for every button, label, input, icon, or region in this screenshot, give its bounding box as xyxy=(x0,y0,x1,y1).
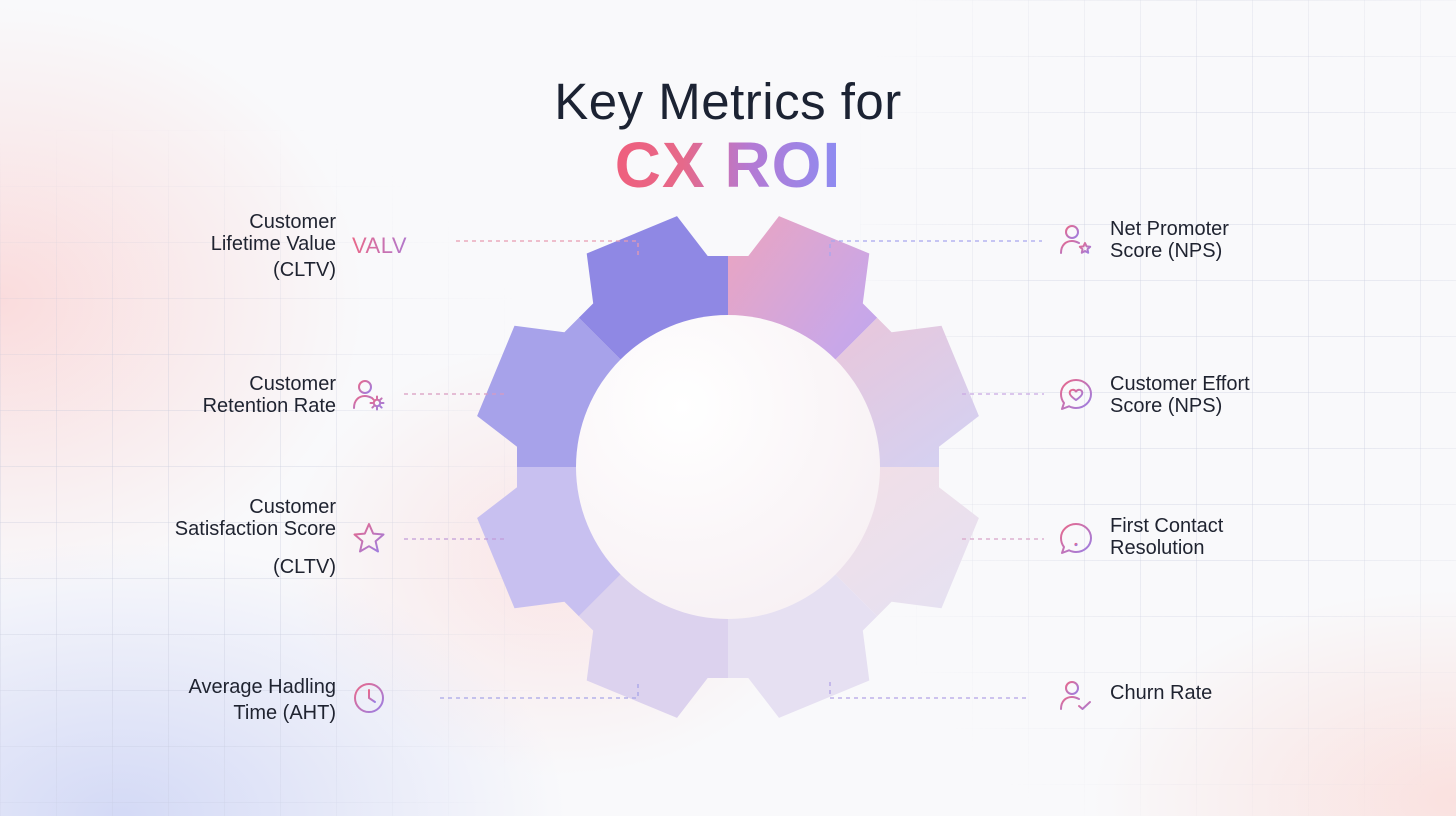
label-line: Lifetime Value xyxy=(210,233,336,255)
page-subtitle: CX ROI xyxy=(0,130,1456,200)
gear-segment xyxy=(515,467,728,718)
label-line: Net Promoter xyxy=(1110,218,1229,240)
label-line: Customer xyxy=(249,373,336,395)
star-icon xyxy=(351,521,387,557)
label-net-promoter-score: Net Promoter Score (NPS) xyxy=(1110,218,1229,262)
label-line: Score (NPS) xyxy=(1110,395,1223,417)
label-line: Average Hadling xyxy=(188,676,336,698)
gear-segment xyxy=(477,467,728,680)
label-line: Customer xyxy=(249,211,336,233)
user-star-icon xyxy=(1058,222,1094,258)
subtitle-text: CX ROI xyxy=(614,129,842,201)
label-line: Satisfaction Score xyxy=(174,518,336,540)
connector-line-aht xyxy=(440,682,639,699)
alert-chat-icon xyxy=(1058,521,1094,557)
user-gear-icon xyxy=(351,377,387,413)
label-first-contact-resolution: First Contact Resolution xyxy=(1110,515,1223,559)
label-line: Time (AHT) xyxy=(233,702,336,724)
label-customer-effort-score: Customer Effort Score (NPS) xyxy=(1110,373,1250,417)
valve-wordmark-sup: E xyxy=(409,231,417,243)
gear-segment xyxy=(728,467,979,680)
label-line: (CLTV) xyxy=(273,556,336,578)
user-trend-icon xyxy=(1058,678,1094,714)
gear-segment xyxy=(728,467,941,718)
heart-chat-icon xyxy=(1058,377,1094,413)
gear-segment xyxy=(515,216,728,467)
gear-segment xyxy=(728,216,941,467)
label-customer-lifetime-value: Customer Lifetime Value (CLTV) xyxy=(211,211,336,281)
label-line: Customer Effort xyxy=(1110,373,1250,395)
label-line: Customer xyxy=(249,496,336,518)
label-churn-rate: Churn Rate xyxy=(1110,682,1212,704)
gear-center-hole xyxy=(576,315,880,619)
label-customer-satisfaction-score: Customer Satisfaction Score (CLTV) xyxy=(175,496,336,578)
label-line: Retention Rate xyxy=(202,395,336,417)
valve-wordmark-icon: VALV E xyxy=(352,233,417,259)
connector-line-churn xyxy=(829,682,1028,699)
label-average-handling-time: Average Hadling Time (AHT) xyxy=(188,676,336,724)
label-line: Churn Rate xyxy=(1110,682,1213,704)
connector-line-cltv xyxy=(456,240,639,256)
label-line: (CLTV) xyxy=(273,259,336,281)
gear-segment xyxy=(477,254,728,467)
label-customer-retention-rate: Customer Retention Rate xyxy=(203,373,336,417)
page-title: Key Metrics for xyxy=(554,73,902,130)
label-line: Score (NPS) xyxy=(1110,240,1223,262)
gear-segment xyxy=(728,254,979,467)
clock-icon xyxy=(351,680,387,716)
connector-line-nps xyxy=(829,240,1042,256)
label-line: First Contact xyxy=(1110,515,1224,537)
label-line: Resolution xyxy=(1110,537,1205,559)
valve-wordmark-text: VALV xyxy=(352,233,407,258)
